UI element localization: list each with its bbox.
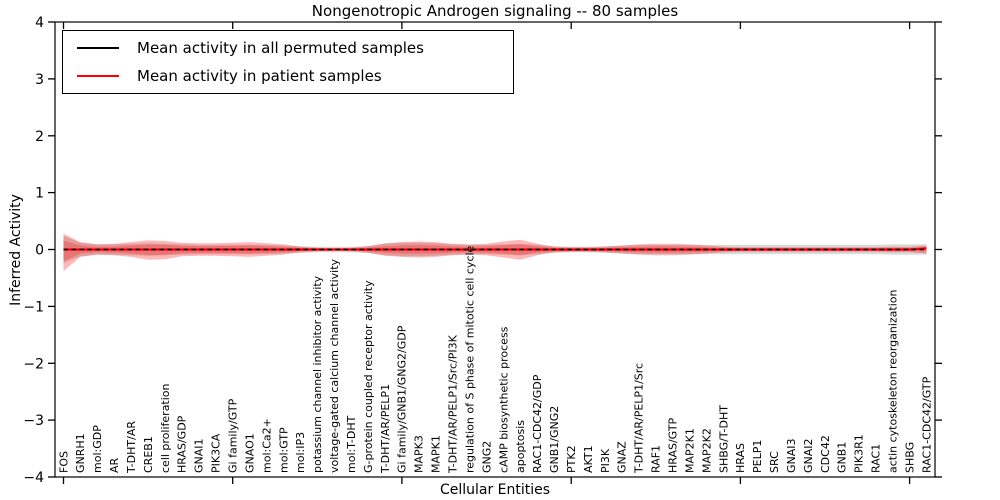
y-tick-label: −4 — [23, 470, 44, 486]
x-tick-label: MAP2K2 — [700, 428, 713, 473]
y-tick-label: 4 — [35, 15, 44, 31]
plot-border — [54, 21, 936, 478]
x-tick-label: FOS — [57, 451, 70, 473]
x-tick-label: GNG2 — [480, 441, 493, 473]
x-tick-label: GNAO1 — [243, 433, 256, 473]
x-tick-label: SHBG — [903, 442, 916, 473]
x-tick-label: HRAS/GTP — [667, 417, 680, 473]
legend: Mean activity in all permuted samples Me… — [62, 30, 514, 94]
x-tick-label: HRAS/GDP — [176, 415, 189, 473]
x-tick-label: mol:T-DHT — [345, 415, 358, 473]
x-tick-label: cAMP biosynthetic process — [497, 326, 510, 473]
legend-item-permuted: Mean activity in all permuted samples — [63, 35, 513, 61]
y-tick-label: 1 — [35, 186, 44, 202]
x-tick-label: Gi family/GNB1/GNG2/GDP — [396, 325, 409, 473]
x-tick-label: regulation of S phase of mitotic cell cy… — [463, 245, 476, 473]
x-tick-label: potassium channel inhibitor activity — [311, 275, 324, 473]
x-tick-label: T-DHT/AR — [125, 421, 138, 474]
x-tick-label: RAC1-CDC42/GDP — [531, 374, 544, 473]
x-tick-label: SRC — [768, 451, 781, 473]
x-tick-label: PIK3R1 — [853, 434, 866, 473]
x-tick-label: apoptosis — [514, 420, 527, 473]
patient-std-band-inner — [63, 240, 927, 262]
y-tick-label: 3 — [35, 72, 44, 88]
x-tick-label: SHBG/T-DHT — [717, 405, 730, 473]
x-tick-label: PIK3CA — [210, 433, 223, 473]
x-tick-label: CREB1 — [142, 436, 155, 473]
x-axis-title: Cellular Entities — [439, 482, 551, 498]
legend-label-permuted: Mean activity in all permuted samples — [137, 39, 424, 57]
x-tick-label: GNB1/GNG2 — [548, 406, 561, 473]
x-tick-label: GNAI2 — [802, 438, 815, 473]
legend-item-patient: Mean activity in patient samples — [63, 63, 513, 89]
x-tick-label: HRAS — [734, 443, 747, 473]
x-tick-label: MAPK1 — [430, 435, 443, 473]
x-tick-label: GNAI1 — [193, 438, 206, 473]
patient-std-band — [63, 233, 927, 272]
y-axis-title: Inferred Activity — [8, 194, 24, 306]
x-tick-label: PI3K — [599, 448, 612, 473]
x-tick-label: cell proliferation — [159, 383, 172, 473]
y-tick-label: 2 — [35, 129, 44, 145]
x-tick-label: AKT1 — [582, 445, 595, 473]
x-tick-label: RAC1-CDC42/GTP — [920, 376, 933, 473]
x-tick-label: T-DHT/AR/PELP1 — [379, 384, 392, 474]
legend-line-patient-icon — [77, 75, 119, 77]
x-tick-label: GNAZ — [616, 441, 629, 473]
x-tick-label: PELP1 — [751, 440, 764, 473]
chart-title: Nongenotropic Androgen signaling -- 80 s… — [311, 2, 679, 20]
x-tick-label: G-protein coupled receptor activity — [362, 280, 375, 473]
y-tick-label: −2 — [23, 356, 44, 372]
x-tick-label: MAPK3 — [413, 435, 426, 473]
x-tick-label: AR — [108, 457, 121, 473]
x-tick-label: GNB1 — [836, 442, 849, 473]
x-tick-label: T-DHT/AR/PELP1/Src — [633, 363, 646, 474]
x-tick-label: PTK2 — [565, 445, 578, 473]
x-tick-label: RAC1 — [870, 444, 883, 473]
x-tick-label: voltage-gated calcium channel activity — [328, 258, 341, 473]
y-tick-label: −1 — [23, 299, 44, 315]
legend-line-permuted-icon — [77, 47, 119, 49]
y-tick-label: 0 — [35, 243, 44, 259]
x-tick-label: Gi family/GTP — [227, 398, 240, 473]
x-tick-label: RAF1 — [650, 445, 663, 473]
x-tick-label: T-DHT/AR/PELP1/Src/PI3K — [447, 334, 460, 474]
legend-label-patient: Mean activity in patient samples — [137, 67, 382, 85]
x-tick-label: mol:GDP — [91, 425, 104, 473]
x-tick-label: actin cytoskeleton reorganization — [887, 289, 900, 473]
x-tick-label: mol:IP3 — [294, 432, 307, 473]
x-tick-label: mol:Ca2+ — [260, 418, 273, 473]
patient-mean-line — [63, 247, 927, 251]
x-tick-label: GNRH1 — [74, 433, 87, 473]
x-tick-label: GNAI3 — [785, 438, 798, 473]
x-tick-label: mol:GTP — [277, 427, 290, 473]
y-tick-label: −3 — [23, 413, 44, 429]
x-tick-label: CDC42 — [819, 435, 832, 473]
x-tick-label: MAP2K1 — [683, 428, 696, 473]
